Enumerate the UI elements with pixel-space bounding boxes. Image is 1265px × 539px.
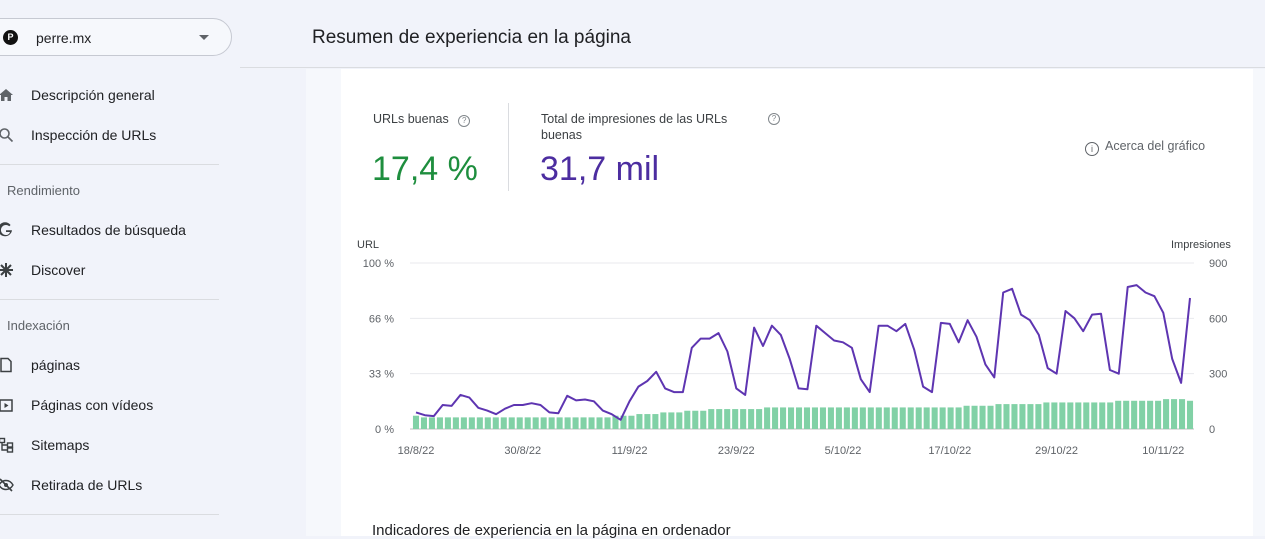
- google-g-icon: [0, 222, 12, 237]
- impressions-label-line1: Total de impresiones de las URLs: [541, 112, 728, 126]
- impressions-value: 31,7 mil: [540, 150, 660, 188]
- section-title-indexing: Indexación: [7, 318, 70, 333]
- sidebar-item-label: Sitemaps: [31, 437, 90, 453]
- pages-icon: [0, 357, 12, 373]
- home-icon: [0, 89, 13, 101]
- section-heading: Indicadores de experiencia en la página …: [372, 522, 731, 539]
- left-axis-title: URL: [357, 239, 380, 251]
- about-chart-text: Acerca del gráfico: [1105, 139, 1206, 153]
- chevron-down-icon: [199, 35, 209, 40]
- sidebar-item-overview[interactable]: Descripción general: [0, 75, 220, 115]
- eye-off-icon: [0, 478, 14, 492]
- section-title-performance: Rendimiento: [7, 183, 80, 198]
- page-title: Resumen de experiencia en la página: [312, 27, 631, 48]
- page-header: Resumen de experiencia en la página: [240, 0, 1265, 68]
- metric-divider: [508, 103, 509, 191]
- sidebar-item-video-pages[interactable]: Páginas con vídeos: [0, 385, 220, 425]
- sidebar-item-label: páginas: [31, 357, 81, 373]
- sidebar-item-discover[interactable]: Discover: [0, 250, 220, 290]
- sidebar-item-sitemaps[interactable]: Sitemaps: [0, 425, 220, 465]
- good-urls-label-text: URLs buenas: [373, 112, 449, 126]
- good-urls-label: URLs buenas ?: [373, 111, 471, 127]
- help-icon[interactable]: ?: [458, 115, 471, 127]
- sidebar-item-removals[interactable]: Retirada de URLs: [0, 465, 220, 505]
- help-icon[interactable]: ?: [768, 113, 780, 125]
- sidebar-item-url-inspection[interactable]: Inspección de URLs: [0, 115, 220, 155]
- impressions-label-line2: buenas: [541, 128, 583, 142]
- search-icon: [0, 128, 14, 143]
- about-chart-link[interactable]: i Acerca del gráfico: [1085, 139, 1205, 156]
- sidebar-item-label: Discover: [31, 262, 86, 278]
- sidebar-divider: [0, 514, 219, 515]
- sidebar-item-search-results[interactable]: Resultados de búsqueda: [0, 210, 220, 250]
- sitemap-icon: [0, 437, 14, 453]
- site-favicon-icon: P: [3, 30, 18, 45]
- info-icon: i: [1085, 142, 1099, 156]
- impressions-label: Total de impresiones de las URLs buenas: [541, 111, 756, 143]
- sidebar-item-label: Resultados de búsqueda: [31, 222, 186, 238]
- sidebar-item-label: Retirada de URLs: [31, 477, 143, 493]
- sidebar-divider: [0, 299, 219, 300]
- property-name: perre.mx: [36, 30, 92, 46]
- right-axis-title: Impresiones: [1171, 239, 1231, 251]
- asterisk-icon: [0, 263, 13, 277]
- good-urls-value: 17,4 %: [372, 150, 478, 188]
- sidebar-item-label: Descripción general: [31, 87, 155, 103]
- sidebar: P perre.mx Descripción general Inspecció…: [0, 0, 240, 536]
- sidebar-item-label: Inspección de URLs: [31, 127, 157, 143]
- property-selector[interactable]: P perre.mx: [0, 18, 232, 56]
- sidebar-item-label: Páginas con vídeos: [31, 397, 154, 413]
- sidebar-divider: [0, 164, 219, 165]
- sidebar-item-pages[interactable]: páginas: [0, 345, 220, 385]
- video-pages-icon: [0, 399, 13, 412]
